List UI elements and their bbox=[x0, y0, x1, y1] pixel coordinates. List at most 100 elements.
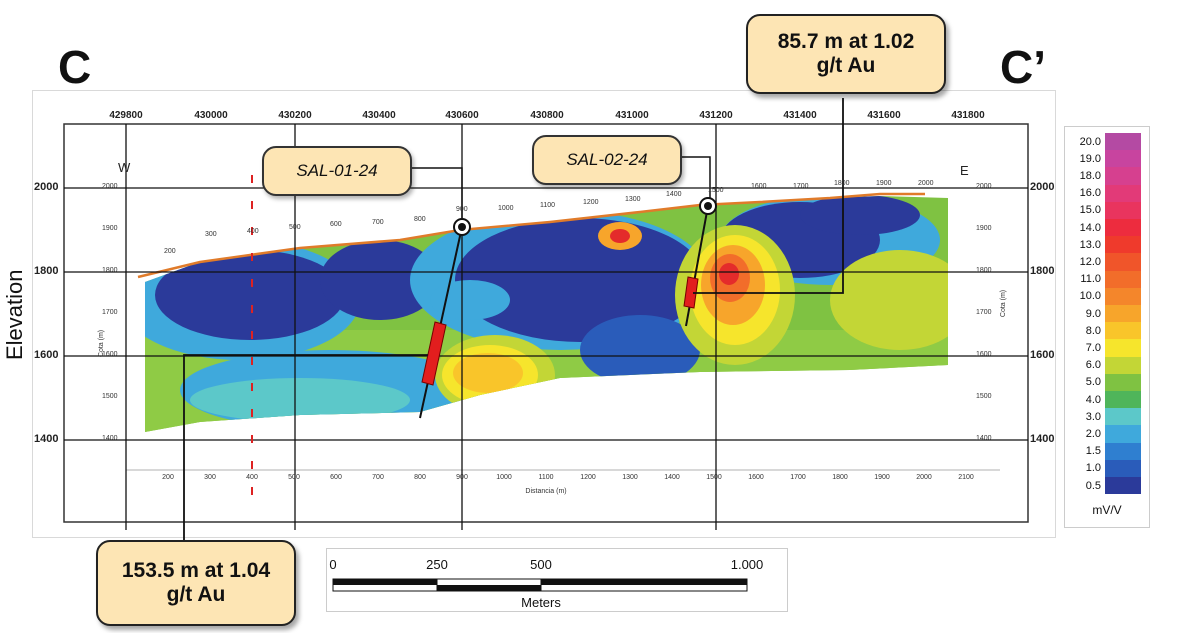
legend-entry-label: 18.0 bbox=[1079, 169, 1101, 182]
legend-swatch bbox=[1105, 373, 1141, 391]
elevation-tick-right: 1400 bbox=[1030, 433, 1055, 445]
profile-label: 1200 bbox=[583, 199, 599, 206]
legend-entry: 1.0 bbox=[1067, 459, 1147, 477]
scale-unit: Meters bbox=[521, 595, 561, 610]
legend-swatch bbox=[1105, 167, 1141, 185]
drillhole-tag-sal-01-24: SAL-01-24 bbox=[262, 146, 412, 196]
inner-elevation-tick: 1500 bbox=[102, 393, 118, 400]
distance-tick: 1700 bbox=[790, 474, 806, 481]
distance-tick: 700 bbox=[372, 474, 384, 481]
legend-entry: 8.0 bbox=[1067, 322, 1147, 340]
legend-entry-label: 16.0 bbox=[1079, 187, 1101, 200]
profile-label: 2000 bbox=[918, 180, 934, 187]
legend-unit: mV/V bbox=[1092, 503, 1122, 517]
color-legend: 20.0 19.0 18.0 16.0 15.0 14.0 13.0 12.0 11.0 10.0… bbox=[1064, 126, 1150, 528]
legend-entry-label: 13.0 bbox=[1079, 238, 1101, 251]
legend-entry: 4.0 bbox=[1067, 391, 1147, 409]
profile-label: 1400 bbox=[666, 191, 682, 198]
scale-bar-graphic bbox=[332, 578, 748, 592]
legend-entry: 1.5 bbox=[1067, 442, 1147, 460]
distance-tick: 1500 bbox=[706, 474, 722, 481]
legend-entry-label: 20.0 bbox=[1079, 135, 1101, 148]
inner-y-axis-title: Cota (m) bbox=[98, 329, 106, 358]
legend-entry: 6.0 bbox=[1067, 356, 1147, 374]
easting-label: 430600 bbox=[445, 110, 479, 121]
legend-swatch bbox=[1105, 391, 1141, 409]
intercept-line2: g/t Au bbox=[166, 583, 226, 606]
legend-entry: 13.0 bbox=[1067, 236, 1147, 254]
intercept-line2: g/t Au bbox=[816, 54, 876, 77]
inner-elevation-tick: 1900 bbox=[102, 225, 118, 232]
legend-entry: 10.0 bbox=[1067, 287, 1147, 305]
inner-elevation-tick: 1800 bbox=[102, 267, 118, 274]
legend-entry: 5.0 bbox=[1067, 373, 1147, 391]
elevation-tick-right: 1600 bbox=[1030, 349, 1055, 361]
distance-tick: 1100 bbox=[538, 474, 554, 481]
distance-tick: 500 bbox=[288, 474, 300, 481]
legend-entry-label: 6.0 bbox=[1085, 359, 1101, 372]
legend-swatch bbox=[1105, 459, 1141, 477]
scale-label: 250 bbox=[426, 557, 448, 572]
section-end-letter: C’ bbox=[1000, 41, 1046, 93]
easting-label: 430000 bbox=[194, 110, 228, 121]
distance-tick: 2000 bbox=[916, 474, 932, 481]
distance-tick: 800 bbox=[414, 474, 426, 481]
legend-swatch bbox=[1105, 150, 1141, 168]
legend-entry: 12.0 bbox=[1067, 253, 1147, 271]
scale-bar: 0 250 500 1.000 Meters bbox=[326, 548, 788, 612]
legend-swatch bbox=[1105, 184, 1141, 202]
west-label: W bbox=[118, 160, 131, 175]
profile-label: 1500 bbox=[708, 187, 724, 194]
elevation-tick-left: 2000 bbox=[34, 181, 59, 193]
east-label: E bbox=[960, 163, 969, 178]
profile-label: 300 bbox=[205, 231, 217, 238]
distance-tick: 1000 bbox=[496, 474, 512, 481]
profile-label: 400 bbox=[247, 228, 259, 235]
elevation-tick-right: 2000 bbox=[1030, 181, 1055, 193]
legend-entry-label: 2.0 bbox=[1085, 427, 1101, 440]
legend-swatch bbox=[1105, 356, 1141, 374]
legend-swatch bbox=[1105, 201, 1141, 219]
distance-tick: 1400 bbox=[664, 474, 680, 481]
inner-elevation-tick: 1600 bbox=[102, 351, 118, 358]
legend-swatch bbox=[1105, 442, 1141, 460]
legend-entry-label: 15.0 bbox=[1079, 204, 1101, 217]
profile-label: 1900 bbox=[876, 180, 892, 187]
inner-elevation-tick: 1700 bbox=[102, 309, 118, 316]
legend-swatch bbox=[1105, 236, 1141, 254]
legend-entry-label: 0.5 bbox=[1085, 479, 1101, 492]
easting-label: 430200 bbox=[278, 110, 312, 121]
profile-label: 700 bbox=[372, 219, 384, 226]
elevation-tick-left: 1400 bbox=[34, 433, 59, 445]
legend-entry: 14.0 bbox=[1067, 219, 1147, 237]
easting-label: 431000 bbox=[615, 110, 649, 121]
scale-label: 0 bbox=[329, 557, 337, 572]
legend-entry: 16.0 bbox=[1067, 184, 1147, 202]
intercept-callout-sal-01-24: 153.5 m at 1.04 g/t Au bbox=[96, 540, 296, 626]
inner-elevation-tick: 1500 bbox=[976, 393, 992, 400]
distance-tick: 600 bbox=[330, 474, 342, 481]
section-start-letter: C bbox=[58, 41, 92, 93]
distance-tick: 200 bbox=[162, 474, 174, 481]
legend-entry: 19.0 bbox=[1067, 150, 1147, 168]
easting-label: 431600 bbox=[867, 110, 901, 121]
elevation-tick-left: 1600 bbox=[34, 349, 59, 361]
legend-swatch bbox=[1105, 287, 1141, 305]
inner-elevation-tick: 1700 bbox=[976, 309, 992, 316]
scale-label: 1.000 bbox=[730, 557, 764, 572]
legend-entry-label: 12.0 bbox=[1079, 255, 1101, 268]
distance-tick: 1300 bbox=[622, 474, 638, 481]
legend-entry-label: 8.0 bbox=[1085, 324, 1101, 337]
legend-swatch bbox=[1105, 408, 1141, 426]
intercept-callout-sal-02-24: 85.7 m at 1.02 g/t Au bbox=[746, 14, 946, 94]
easting-label: 431800 bbox=[951, 110, 985, 121]
legend-swatch bbox=[1105, 425, 1141, 443]
legend-entry-label: 10.0 bbox=[1079, 290, 1101, 303]
legend-swatch bbox=[1105, 253, 1141, 271]
legend-entry: 2.0 bbox=[1067, 425, 1147, 443]
legend-entry-label: 11.0 bbox=[1080, 273, 1101, 286]
inner-elevation-tick: 1900 bbox=[976, 225, 992, 232]
legend-entry: 18.0 bbox=[1067, 167, 1147, 185]
easting-label: 431400 bbox=[783, 110, 817, 121]
profile-label: 1700 bbox=[793, 183, 809, 190]
